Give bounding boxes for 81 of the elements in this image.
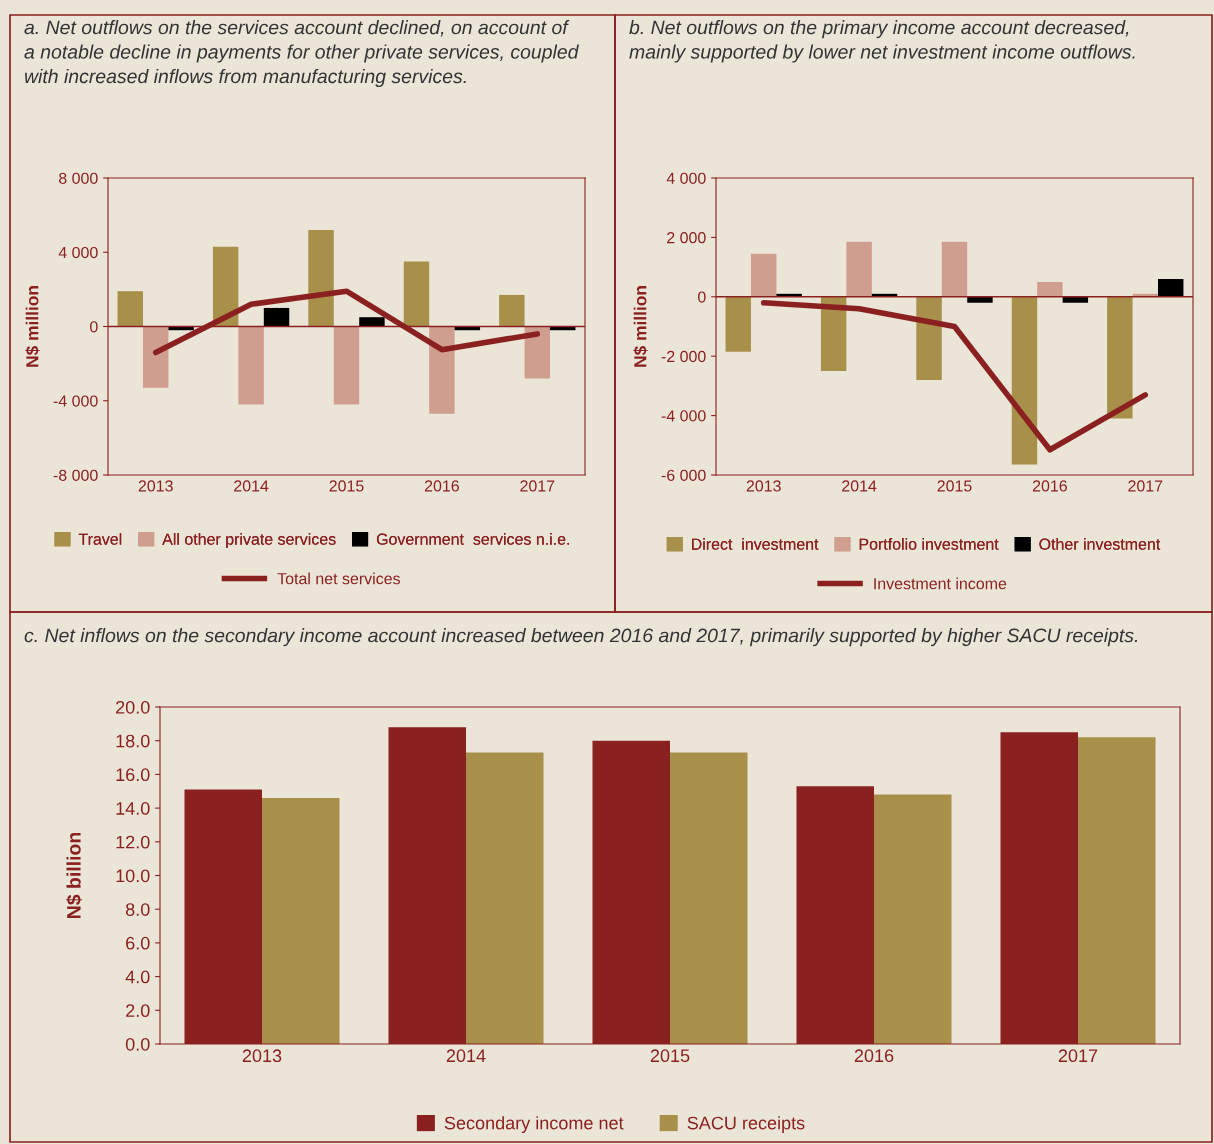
y-tick-label: -4 000 xyxy=(661,410,706,422)
x-tick-label: 2014 xyxy=(234,480,269,492)
x-tick-label: 2017 xyxy=(1128,480,1163,492)
bar xyxy=(429,326,455,414)
y-tick-label: 8.0 xyxy=(125,903,150,916)
x-tick-label: 2013 xyxy=(242,1049,282,1063)
y-axis-title: N$ billion xyxy=(66,832,82,918)
chart-title: c. Net inflows on the secondary income account increased between 2016 and 2017, primarily supported by higher SACU receipts. xyxy=(24,628,1138,647)
bar xyxy=(466,752,544,1044)
chart-title: b. Net outflows on the primary income account decreased, mainly supported by lower net investment income outflows. xyxy=(629,20,1135,63)
y-tick-label: -8 000 xyxy=(53,469,98,481)
y-tick-label: 12.0 xyxy=(116,835,150,849)
y-tick-label: 10.0 xyxy=(116,869,150,883)
x-tick-label: 2013 xyxy=(746,480,781,492)
y-tick-label: 0 xyxy=(90,321,98,333)
x-tick-label: 2017 xyxy=(520,480,555,492)
y-tick-label: -2 000 xyxy=(661,350,706,363)
bar xyxy=(1158,278,1184,297)
bar xyxy=(262,797,340,1044)
bar xyxy=(142,326,169,388)
y-tick-label: 4 000 xyxy=(58,246,98,259)
bar xyxy=(820,296,847,372)
bar xyxy=(1062,296,1089,303)
bar xyxy=(874,794,952,1044)
bar xyxy=(403,261,430,327)
bar xyxy=(333,326,360,405)
legend-label: Other investment xyxy=(1039,538,1161,550)
y-tick-label: 8 000 xyxy=(59,172,98,184)
legend-label: Government services n.i.e. xyxy=(376,533,570,545)
x-tick-label: 2015 xyxy=(329,480,364,492)
y-axis-title: N$ million xyxy=(633,286,648,367)
y-tick-label: 4 000 xyxy=(666,172,706,184)
y-tick-label: 14.0 xyxy=(116,802,150,815)
x-tick-label: 2017 xyxy=(1058,1049,1098,1063)
x-tick-label: 2014 xyxy=(446,1049,486,1063)
y-tick-label: -6 000 xyxy=(661,469,706,481)
legend-label: Investment income xyxy=(874,577,1007,590)
y-tick-label: 6.0 xyxy=(126,936,150,950)
y-tick-label: 20.0 xyxy=(116,700,150,714)
bar xyxy=(308,229,334,327)
bar xyxy=(941,241,968,297)
bar xyxy=(750,253,777,297)
y-tick-label: 2.0 xyxy=(126,1004,150,1018)
x-tick-label: 2016 xyxy=(1032,480,1067,492)
legend-label: Direct investment xyxy=(692,538,819,550)
x-tick-label: 2013 xyxy=(138,480,173,492)
bar xyxy=(117,291,143,327)
y-tick-label: 4.0 xyxy=(125,970,150,984)
bar xyxy=(846,241,872,297)
legend-label: SACU receipts xyxy=(687,1116,805,1134)
bar xyxy=(1078,737,1156,1044)
x-tick-label: 2016 xyxy=(854,1049,894,1063)
bar xyxy=(212,246,239,327)
bar xyxy=(499,294,525,327)
bar xyxy=(263,307,290,327)
bar xyxy=(1011,296,1038,465)
bar xyxy=(670,752,748,1044)
bar xyxy=(524,326,551,379)
bar xyxy=(967,296,993,303)
x-tick-label: 2016 xyxy=(424,480,459,492)
y-axis-title: N$ million xyxy=(25,286,40,367)
y-tick-label: 16.0 xyxy=(116,768,150,782)
legend-label: Portfolio investment xyxy=(859,538,999,550)
x-tick-label: 2015 xyxy=(650,1049,690,1063)
y-tick-label: 0.0 xyxy=(125,1037,150,1051)
x-tick-label: 2015 xyxy=(937,480,972,492)
bar xyxy=(916,296,942,380)
chart-title: a. Net outflows on the services account declined, on account of a notable decline in payments for other private services, coupled with increased inflows from manufacturing services. xyxy=(24,20,579,88)
legend-label: All other private services xyxy=(162,533,336,548)
legend-label: Secondary income net xyxy=(444,1116,624,1134)
y-tick-label: -4 000 xyxy=(53,395,98,407)
y-tick-label: 2 000 xyxy=(667,232,706,244)
bar xyxy=(1107,296,1133,419)
bar xyxy=(725,296,751,352)
y-tick-label: 18.0 xyxy=(116,734,150,748)
bar xyxy=(1037,281,1063,297)
y-tick-label: 0 xyxy=(698,291,706,303)
legend-label: Total net services xyxy=(277,572,400,585)
legend-label: Travel xyxy=(78,533,122,545)
bar xyxy=(238,326,264,405)
x-tick-label: 2014 xyxy=(842,480,877,492)
